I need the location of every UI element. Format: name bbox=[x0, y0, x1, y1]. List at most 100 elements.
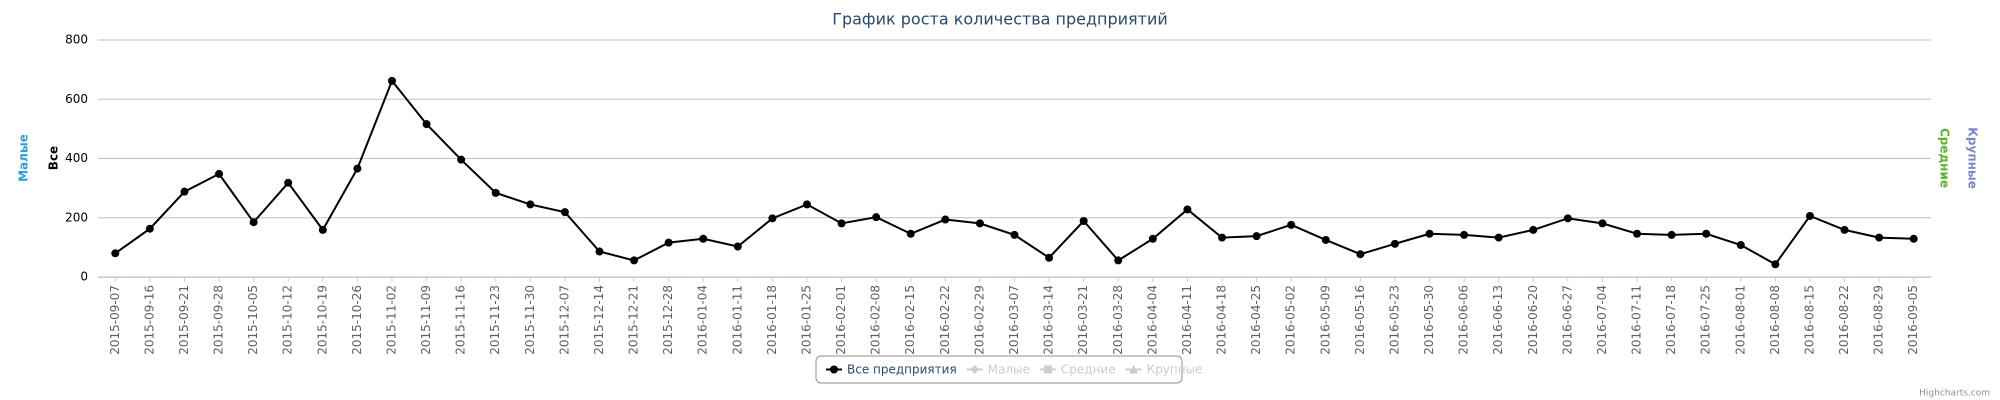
chart-title: График роста количества предприятий bbox=[832, 10, 1168, 29]
data-point bbox=[1702, 229, 1711, 238]
x-tick-label: 2016-02-01 bbox=[834, 285, 848, 355]
axis-title: Крупные bbox=[1966, 127, 1980, 189]
data-point bbox=[1840, 225, 1849, 234]
data-point bbox=[491, 188, 500, 197]
x-tick-label: 2015-09-21 bbox=[177, 285, 191, 355]
x-tick-label: 2016-01-18 bbox=[765, 285, 779, 355]
legend-label: Малые bbox=[988, 363, 1030, 377]
data-point bbox=[699, 234, 708, 243]
data-point bbox=[1598, 219, 1607, 228]
x-tick-label: 2016-07-25 bbox=[1699, 285, 1713, 355]
data-point bbox=[1114, 256, 1123, 265]
x-tick-label: 2015-11-09 bbox=[419, 285, 433, 355]
x-tick-label: 2016-07-04 bbox=[1595, 285, 1609, 355]
x-tick-label: 2016-04-18 bbox=[1215, 285, 1229, 355]
data-point bbox=[284, 178, 293, 187]
data-point bbox=[1356, 250, 1365, 259]
x-tick-label: 2016-01-04 bbox=[696, 285, 710, 355]
y-tick-label: 600 bbox=[65, 92, 88, 106]
data-point bbox=[387, 76, 396, 85]
data-point bbox=[630, 256, 639, 265]
data-point bbox=[526, 200, 535, 209]
data-point bbox=[353, 164, 362, 173]
x-tick-label: 2016-03-14 bbox=[1042, 285, 1056, 355]
x-tick-label: 2015-11-16 bbox=[454, 285, 468, 355]
x-tick-label: 2015-09-07 bbox=[108, 285, 122, 355]
data-point bbox=[1079, 217, 1088, 226]
x-tick-label: 2015-11-23 bbox=[488, 285, 502, 355]
x-tick-label: 2015-11-02 bbox=[384, 285, 398, 355]
y-tick-label: 400 bbox=[65, 151, 88, 165]
data-point bbox=[802, 200, 811, 209]
data-point bbox=[457, 155, 466, 164]
data-point bbox=[906, 229, 915, 238]
x-tick-label: 2016-04-04 bbox=[1145, 285, 1159, 355]
x-tick-label: 2016-03-28 bbox=[1111, 285, 1125, 355]
x-tick-label: 2016-08-22 bbox=[1837, 285, 1851, 355]
x-tick-label: 2016-01-25 bbox=[799, 285, 813, 355]
data-point bbox=[1563, 214, 1572, 223]
data-point bbox=[1529, 225, 1538, 234]
legend-label: Средние bbox=[1061, 363, 1116, 377]
data-point bbox=[1736, 241, 1745, 250]
x-tick-label: 2016-01-11 bbox=[730, 285, 744, 355]
data-point bbox=[975, 219, 984, 228]
legend-label: Крупные bbox=[1147, 363, 1203, 377]
x-tick-label: 2016-02-29 bbox=[972, 285, 986, 355]
data-point bbox=[1321, 235, 1330, 244]
legend-item[interactable]: Все предприятия bbox=[826, 363, 957, 377]
x-tick-label: 2015-12-14 bbox=[592, 285, 606, 355]
x-tick-label: 2016-05-16 bbox=[1353, 285, 1367, 355]
data-point bbox=[1148, 234, 1157, 243]
data-point bbox=[941, 215, 950, 224]
data-point bbox=[111, 249, 120, 258]
x-tick-label: 2016-09-05 bbox=[1906, 285, 1920, 355]
data-point bbox=[1252, 232, 1261, 241]
legend-item[interactable]: Крупные bbox=[1125, 363, 1203, 377]
x-tick-label: 2015-11-30 bbox=[523, 285, 537, 355]
data-point bbox=[664, 238, 673, 247]
x-tick-label: 2016-08-15 bbox=[1802, 285, 1816, 355]
x-tick-label: 2016-04-25 bbox=[1249, 285, 1263, 355]
legend-label: Все предприятия bbox=[847, 363, 957, 377]
x-tick-label: 2015-12-28 bbox=[661, 285, 675, 355]
x-tick-label: 2015-10-05 bbox=[246, 285, 260, 355]
y-tick-label: 0 bbox=[80, 270, 88, 284]
data-point bbox=[595, 247, 604, 256]
y-tick-label: 200 bbox=[65, 210, 88, 224]
axis-title: Малые bbox=[17, 134, 31, 182]
x-tick-label: 2016-03-21 bbox=[1076, 285, 1090, 355]
data-point bbox=[1909, 234, 1918, 243]
x-tick-label: 2016-05-09 bbox=[1318, 285, 1332, 355]
legend-symbol bbox=[1129, 365, 1139, 374]
x-tick-label: 2016-08-01 bbox=[1733, 285, 1747, 355]
x-tick-label: 2015-09-28 bbox=[212, 285, 226, 355]
data-point bbox=[837, 219, 846, 228]
x-tick-label: 2016-02-22 bbox=[938, 285, 952, 355]
data-point bbox=[145, 224, 154, 233]
data-point bbox=[1287, 220, 1296, 229]
x-tick-label: 2015-10-19 bbox=[315, 285, 329, 355]
x-tick-label: 2016-08-08 bbox=[1768, 285, 1782, 355]
x-tick-label: 2016-07-11 bbox=[1630, 285, 1644, 355]
legend: Все предприятия Малые Средние Крупные bbox=[815, 355, 1203, 384]
x-tick-label: 2016-06-06 bbox=[1457, 285, 1471, 355]
x-tick-label: 2016-05-23 bbox=[1387, 285, 1401, 355]
data-point bbox=[1045, 253, 1054, 262]
x-tick-label: 2016-02-15 bbox=[903, 285, 917, 355]
x-tick-label: 2016-08-29 bbox=[1872, 285, 1886, 355]
data-point bbox=[733, 242, 742, 251]
data-point bbox=[1494, 233, 1503, 242]
data-point bbox=[872, 213, 881, 222]
data-point bbox=[1633, 229, 1642, 238]
credits[interactable]: Highcharts.com bbox=[1919, 389, 1990, 399]
legend-item[interactable]: Средние bbox=[1039, 363, 1116, 377]
data-point bbox=[1390, 239, 1399, 248]
x-tick-label: 2016-06-13 bbox=[1491, 285, 1505, 355]
x-tick-label: 2016-03-07 bbox=[1007, 285, 1021, 355]
data-point bbox=[1460, 230, 1469, 239]
x-tick-label: 2016-05-02 bbox=[1284, 285, 1298, 355]
legend-item[interactable]: Малые bbox=[966, 363, 1030, 377]
data-point bbox=[180, 187, 189, 196]
